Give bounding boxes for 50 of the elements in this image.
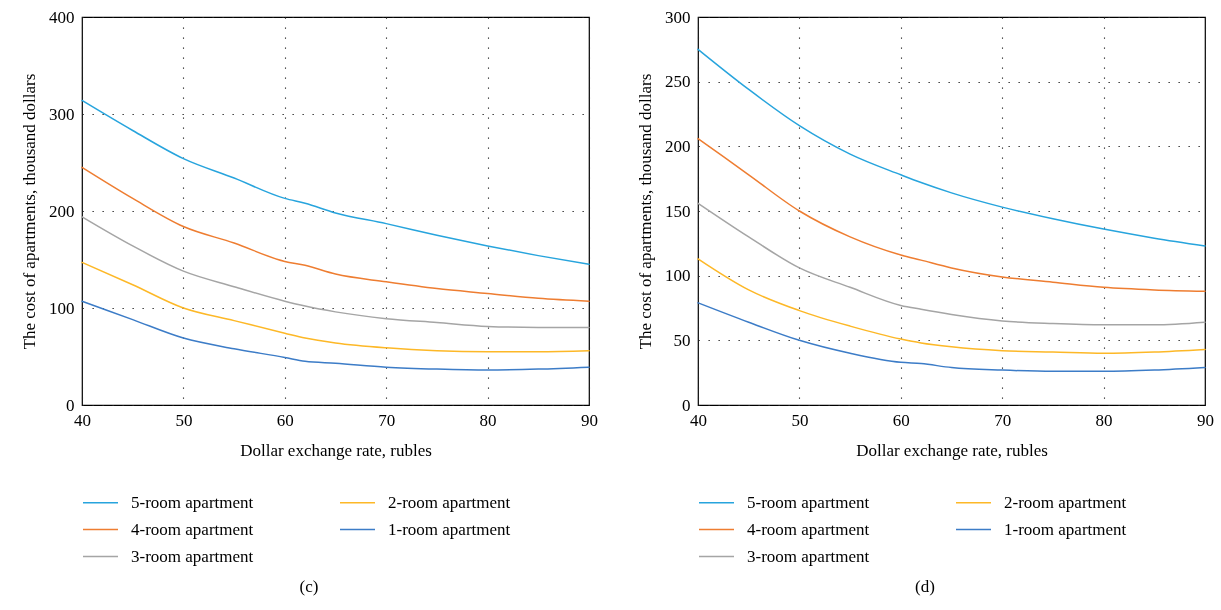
line-series — [697, 48, 1206, 247]
x-tick-label: 80 — [1095, 410, 1113, 430]
line-series — [697, 258, 1206, 355]
x-tick-label: 60 — [892, 410, 910, 430]
x-tick-label: 40 — [690, 410, 707, 430]
y-tick-label: 300 — [49, 104, 75, 124]
y-tick-label: 50 — [673, 330, 691, 350]
legend-label: 1-room apartment — [388, 519, 511, 539]
y-tick-label: 0 — [682, 395, 691, 415]
y-tick-label: 100 — [665, 266, 691, 286]
text: (d) — [915, 577, 935, 596]
line-series — [697, 302, 1206, 373]
line-series — [81, 99, 590, 266]
legend-label: 2-room apartment — [388, 492, 511, 512]
x-tick-label: 80 — [479, 410, 497, 430]
text: (c) — [299, 577, 319, 596]
legend-label: 3-room apartment — [131, 546, 254, 566]
line-series — [81, 300, 590, 371]
x-tick-label: 60 — [276, 410, 294, 430]
x-tick-label: 40 — [74, 410, 91, 430]
x-axis-title: Dollar exchange rate, rubles — [240, 440, 432, 460]
legend-label: 1-room apartment — [1004, 519, 1127, 539]
line-series — [81, 216, 590, 329]
y-axis-title: The cost of apartments, thousand dollars — [20, 73, 39, 350]
y-tick-label: 300 — [665, 7, 691, 27]
y-tick-label: 200 — [665, 136, 691, 156]
legend-label: 5-room apartment — [747, 492, 870, 512]
x-tick-label: 70 — [378, 410, 396, 430]
legend-label: 3-room apartment — [747, 546, 870, 566]
x-tick-label: 50 — [175, 410, 193, 430]
y-tick-label: 0 — [66, 395, 75, 415]
line-series — [697, 202, 1206, 326]
legend-label: 4-room apartment — [131, 519, 254, 539]
y-tick-label: 150 — [665, 201, 691, 221]
x-tick-label: 70 — [994, 410, 1012, 430]
y-tick-label: 400 — [49, 7, 75, 27]
x-tick-label: 50 — [791, 410, 809, 430]
y-tick-label: 200 — [49, 201, 75, 221]
y-tick-label: 250 — [665, 72, 691, 92]
x-axis-title: Dollar exchange rate, rubles — [856, 440, 1048, 460]
y-axis-title: The cost of apartments, thousand dollars — [636, 73, 655, 350]
line-series — [697, 137, 1206, 292]
legend-label: 5-room apartment — [131, 492, 254, 512]
line-series — [81, 166, 590, 302]
legend-label: 2-room apartment — [1004, 492, 1127, 512]
y-tick-label: 100 — [49, 298, 75, 318]
x-tick-label: 90 — [1197, 410, 1214, 430]
line-series — [81, 261, 590, 353]
legend-label: 4-room apartment — [747, 519, 870, 539]
x-tick-label: 90 — [581, 410, 598, 430]
